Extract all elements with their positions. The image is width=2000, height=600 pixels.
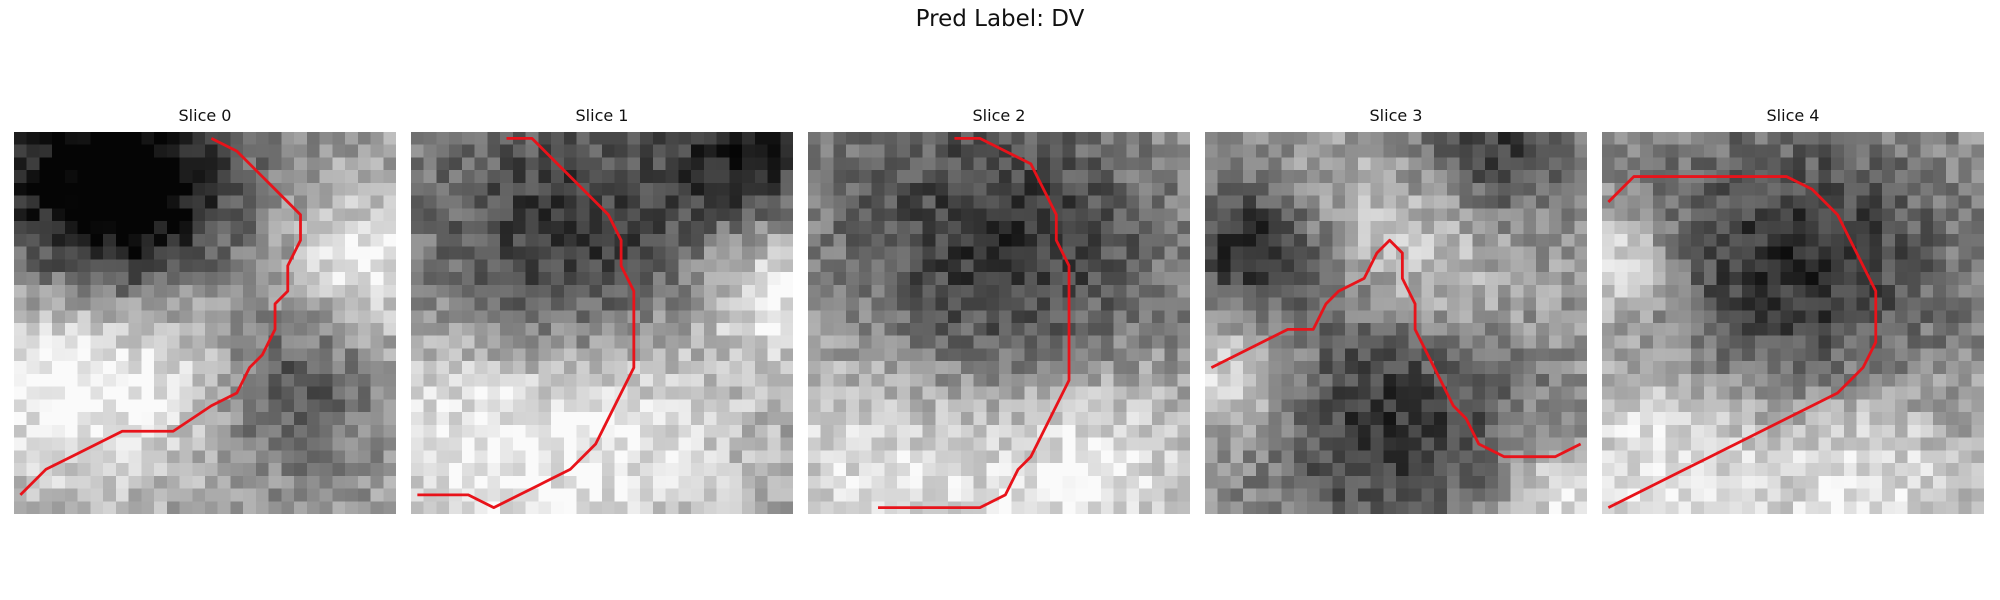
segmentation-contour [1607, 175, 1878, 509]
slice-image [14, 132, 396, 514]
contour-overlay [1607, 175, 1878, 509]
slice-panel-2: Slice 2 [808, 106, 1190, 514]
figure-title: Pred Label: DV [915, 6, 1085, 32]
slice-title: Slice 2 [972, 106, 1026, 125]
slice-panel-0: Slice 0 [14, 106, 396, 514]
slice-title: Slice 0 [178, 106, 232, 125]
segmentation-contour [417, 136, 636, 510]
segmentation-contour [1210, 238, 1582, 459]
slice-title: Slice 4 [1766, 106, 1820, 125]
contour-overlay [19, 137, 302, 496]
slice-image [1602, 132, 1984, 514]
contour-overlay [878, 136, 1071, 510]
slice-panel-3: Slice 3 [1205, 106, 1587, 514]
slice-title: Slice 3 [1369, 106, 1423, 125]
segmentation-contour [878, 136, 1071, 510]
slice-panel-1: Slice 1 [411, 106, 793, 514]
contour-overlay [417, 136, 636, 510]
slice-image [411, 132, 793, 514]
segmentation-contour [19, 137, 302, 496]
slice-title: Slice 1 [575, 106, 629, 125]
contour-overlay [1210, 238, 1582, 459]
slice-image [1205, 132, 1587, 514]
slice-image [808, 132, 1190, 514]
slice-panel-4: Slice 4 [1602, 106, 1984, 514]
